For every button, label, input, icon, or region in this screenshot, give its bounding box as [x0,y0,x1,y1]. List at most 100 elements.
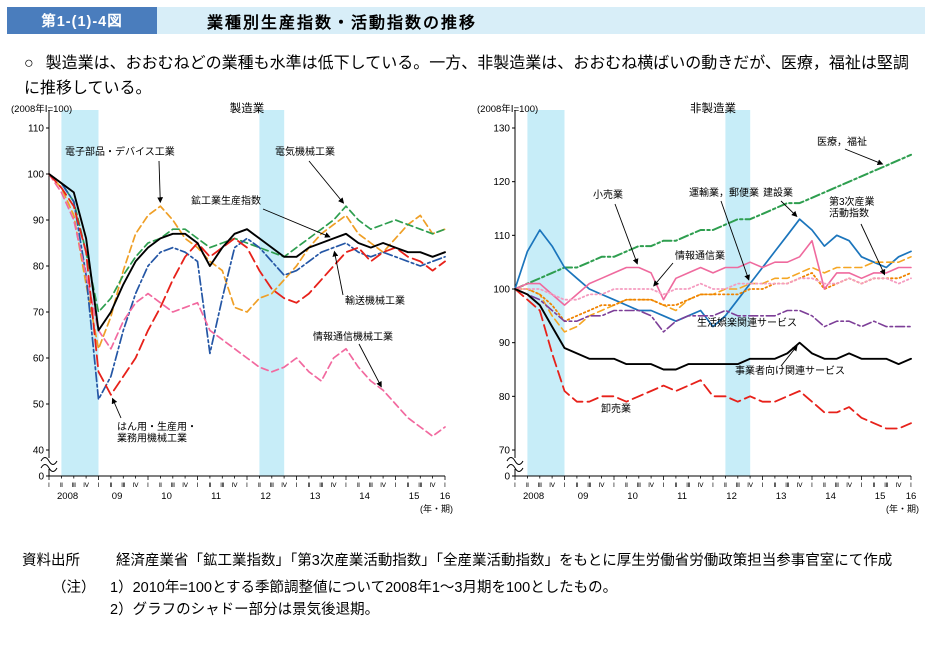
quarter-label: Ⅳ [698,482,704,489]
series-annotation: 小売業 [593,188,623,201]
year-label: 16 [440,491,451,502]
series-annotation: 第3次産業 [829,195,875,208]
year-label: 12 [260,491,271,502]
quarter-label: Ⅰ [395,482,397,489]
quarter-label: Ⅰ [296,482,298,489]
axis-break-gap [513,458,517,469]
series-annotation: 鉱工業生産指数 [191,194,261,207]
year-label: 13 [776,491,787,502]
quarter-label: Ⅲ [171,482,175,489]
year-label: 12 [726,491,737,502]
series-line-2 [514,256,912,333]
figure-footer: 資料出所 経済産業省「鉱工業指数」「第3次産業活動指数」「全産業活動指数」をもと… [22,551,922,621]
quarter-label: Ⅲ [369,482,373,489]
note-1: 1）2010年=100とする季節調整値について2008年1〜3月期を100とした… [110,579,618,596]
quarter-label: Ⅰ [48,482,50,489]
quarter-label: Ⅳ [846,482,852,489]
notes-list: 1）2010年=100とする季節調整値について2008年1〜3月期を100とした… [110,578,922,622]
quarter-label: Ⅰ [910,482,912,489]
y-tick-label: 40 [33,446,45,457]
y-tick-label: 90 [499,338,511,349]
recession-band [725,110,751,476]
index-base-note: (2008年Ⅰ=100) [477,103,538,115]
annotation-arrow [262,208,331,238]
quarter-label: Ⅱ [823,482,826,489]
figure-header: 第1-(1)-4図 業種別生産指数・活動指数の推移 [7,7,925,34]
source-label: 資料出所 [22,553,80,569]
y-tick-label: 80 [499,392,511,403]
series-annotation: 電子部品・デバイス工業 [65,145,175,158]
year-label: 15 [875,491,886,502]
quarter-label: Ⅰ [712,482,714,489]
quarter-label: Ⅰ [613,482,615,489]
quarter-label: Ⅳ [648,482,654,489]
series-line-1 [514,218,912,328]
series-line-5 [48,173,446,332]
quarter-label: Ⅰ [444,482,446,489]
chart-nonmanufacturing: 0 70 80 90 100 110 120 130 Ⅰ Ⅱ Ⅲ Ⅳ Ⅰ Ⅱ Ⅲ Ⅳ Ⅰ Ⅱ Ⅲ Ⅳ Ⅰ Ⅱ Ⅲ Ⅳ Ⅰ Ⅱ Ⅲ Ⅳ Ⅰ… [466,98,932,526]
series-annotation: 情報通信業 [675,249,725,262]
annotation-arrow [332,250,344,296]
y-tick-label: 60 [33,354,45,365]
y-tick-label: 120 [493,177,510,188]
series-line-5 [514,277,912,301]
y-tick-label: 130 [493,124,510,135]
year-label: 15 [409,491,420,502]
series-line-0 [514,153,912,290]
axis-break-squiggle [506,464,524,472]
quarter-label: Ⅳ [232,482,238,489]
quarter-label: Ⅲ [587,482,591,489]
annotation-arrow [780,200,798,218]
series-annotation: 情報通信機械工業 [313,330,393,343]
axis-break-squiggle [40,457,58,465]
annotation-arrow [653,262,674,287]
quarter-label: Ⅳ [430,482,436,489]
note-2: 2）グラフのシャドー部分は景気後退期。 [110,601,380,618]
annotation-arrow [614,203,639,265]
series-annotation: 電気機械工業 [275,145,335,158]
charts-row: 0 40 50 60 70 80 90 100 110 Ⅰ Ⅱ Ⅲ Ⅳ Ⅰ Ⅱ Ⅲ Ⅳ Ⅰ Ⅱ Ⅲ Ⅳ Ⅰ Ⅱ Ⅲ Ⅳ Ⅰ Ⅱ Ⅲ Ⅳ Ⅰ… [0,98,932,526]
quarter-label: Ⅱ [526,482,529,489]
annotation-arrow [111,397,122,419]
quarter-label: Ⅱ [872,482,875,489]
annotation-arrow [720,200,750,281]
axis-break-squiggle [506,457,524,465]
quarter-label: Ⅱ [724,482,727,489]
quarter-label: Ⅱ [307,482,310,489]
series-line-7 [514,288,912,430]
y-tick-label: 70 [499,446,511,457]
quarter-label: Ⅰ [345,482,347,489]
recession-band [527,110,565,476]
notes-row: （注） 1）2010年=100とする季節調整値について2008年1〜3月期を10… [22,578,922,622]
quarter-label: Ⅲ [270,482,274,489]
quarter-label: Ⅲ [785,482,789,489]
quarter-label: Ⅳ [133,482,139,489]
year-label: 10 [627,491,638,502]
quarter-label: Ⅳ [281,482,287,489]
notes-label: （注） [52,579,96,596]
series-line-4 [48,173,446,396]
quarter-label: Ⅰ [514,482,516,489]
quarter-label: Ⅲ [884,482,888,489]
quarter-label: Ⅱ [60,482,63,489]
y-tick-label: 0 [38,472,44,483]
year-label: 16 [906,491,917,502]
quarter-label: Ⅱ [575,482,578,489]
quarter-label: Ⅲ [637,482,641,489]
year-label: 2008 [523,491,544,502]
quarter-label: Ⅳ [83,482,89,489]
y-tick-label: 110 [494,231,510,242]
quarter-label: Ⅰ [246,482,248,489]
quarter-label: Ⅱ [109,482,112,489]
series-annotation: 事業者向け関連サービス [735,364,845,377]
y-tick-label: 80 [33,262,45,273]
series-annotation: 医療，福祉 [817,135,867,148]
quarter-label: Ⅲ [220,482,224,489]
quarter-label: Ⅰ [811,482,813,489]
quarter-label: Ⅱ [357,482,360,489]
quarter-label: Ⅲ [736,482,740,489]
quarter-label: Ⅱ [773,482,776,489]
y-tick-label: 100 [493,285,510,296]
series-annotation: 輸送機械工業 [345,294,405,307]
index-base-note: (2008年Ⅰ=100) [11,103,72,115]
